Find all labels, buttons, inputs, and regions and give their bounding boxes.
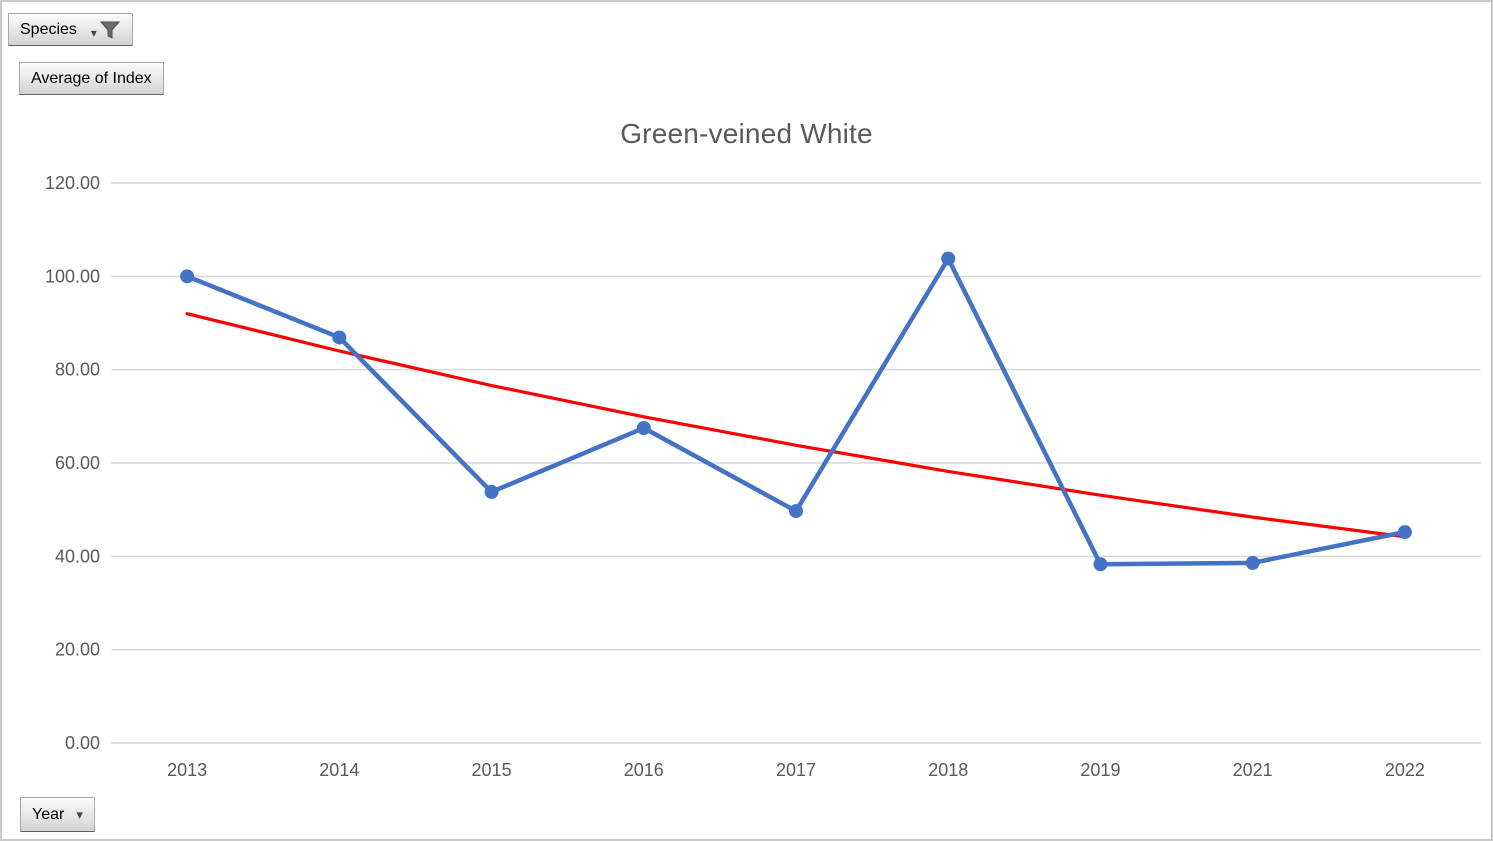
x-tick-label: 2019 bbox=[1080, 760, 1120, 780]
year-axis-field-button[interactable]: Year ▾ bbox=[20, 797, 95, 832]
data-point-marker[interactable] bbox=[332, 330, 347, 345]
x-tick-label: 2021 bbox=[1233, 760, 1273, 780]
x-tick-label: 2015 bbox=[472, 760, 512, 780]
x-tick-label: 2014 bbox=[319, 760, 359, 780]
value-field-label: Average of Index bbox=[31, 69, 152, 87]
data-point-marker[interactable] bbox=[180, 269, 195, 284]
chart-title[interactable]: Green-veined White bbox=[620, 118, 873, 149]
value-field-button[interactable]: Average of Index bbox=[19, 62, 164, 95]
data-point-marker[interactable] bbox=[1093, 557, 1108, 572]
x-tick-label: 2022 bbox=[1385, 760, 1425, 780]
y-tick-label: 40.00 bbox=[55, 546, 100, 566]
y-tick-label: 120.00 bbox=[45, 173, 100, 193]
x-tick-label: 2016 bbox=[624, 760, 664, 780]
data-point-marker[interactable] bbox=[1397, 525, 1412, 540]
x-tick-label: 2018 bbox=[928, 760, 968, 780]
species-filter-button[interactable]: Species ▾ bbox=[8, 13, 133, 46]
chevron-down-icon: ▾ bbox=[90, 25, 97, 40]
y-tick-label: 100.00 bbox=[45, 266, 100, 286]
series-line-average-of-index[interactable] bbox=[184, 256, 1408, 567]
x-tick-label: 2013 bbox=[167, 760, 207, 780]
data-point-marker[interactable] bbox=[941, 251, 956, 266]
species-filter-label: Species bbox=[20, 20, 77, 38]
y-tick-label: 60.00 bbox=[55, 453, 100, 473]
y-tick-label: 0.00 bbox=[65, 733, 100, 753]
chevron-down-icon: ▾ bbox=[76, 807, 83, 822]
y-tick-label: 80.00 bbox=[55, 360, 100, 380]
data-point-marker[interactable] bbox=[484, 484, 499, 499]
trendline[interactable] bbox=[185, 312, 1407, 539]
data-point-marker[interactable] bbox=[636, 421, 651, 435]
filter-funnel-icon bbox=[99, 21, 121, 39]
data-point-marker[interactable] bbox=[1245, 555, 1260, 570]
year-field-label: Year bbox=[32, 805, 65, 823]
data-point-marker[interactable] bbox=[789, 504, 803, 519]
y-tick-label: 20.00 bbox=[55, 640, 100, 660]
x-tick-label: 2017 bbox=[776, 760, 816, 780]
